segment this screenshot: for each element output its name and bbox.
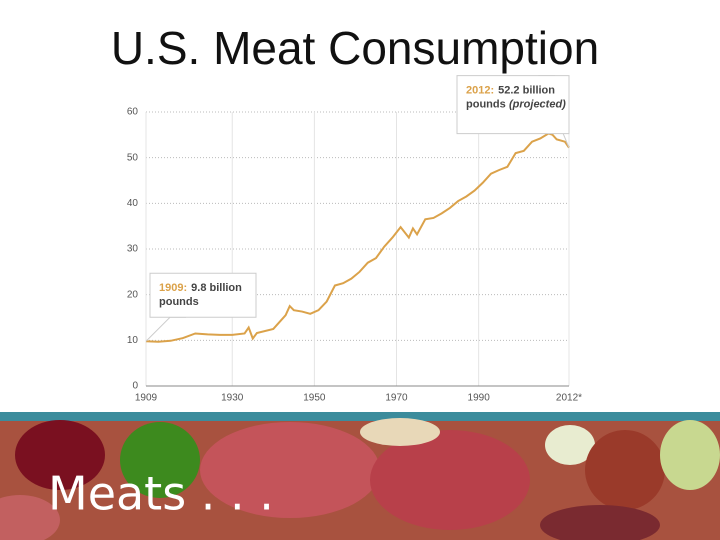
- annotation-line: 52.2 billion: [498, 85, 555, 97]
- y-tick-label: 10: [127, 335, 139, 346]
- annotation: (projected): [509, 99, 566, 111]
- annotation-lead: 1909:: [159, 282, 187, 294]
- annotation: 1909: 9.8 billion: [159, 282, 242, 294]
- callout-box: [149, 272, 257, 318]
- y-tick-label: 30: [127, 244, 139, 255]
- x-tick-label: 1990: [468, 393, 491, 404]
- x-tick-label: 1950: [303, 393, 326, 404]
- plot: 0 10 20 30 40 50 60 1909 1930 1950 1970 1990 2012* 19…: [127, 75, 582, 404]
- x-tick-label: 1970: [385, 393, 408, 404]
- y-tick-label: 60: [127, 107, 139, 118]
- x-tick-label: 1930: [221, 393, 244, 404]
- y-tick-label: 0: [132, 381, 138, 392]
- x-tick-label: 1909: [135, 393, 158, 404]
- y-tick-label: 50: [127, 152, 139, 163]
- x-tick-label: 2012*: [556, 393, 582, 404]
- annotation-lead: 2012:: [466, 85, 494, 97]
- annotation: 2012: 52.2 billion: [466, 85, 555, 97]
- annotation: pounds: [466, 99, 506, 111]
- photo: Meats . . .: [0, 412, 720, 540]
- callout-box: [456, 75, 570, 135]
- line: [145, 132, 570, 343]
- chart-title: U.S. Meat Consumption: [111, 22, 599, 74]
- annotation-line: 9.8 billion: [191, 282, 242, 294]
- y-tick-label: 40: [127, 198, 139, 209]
- annotation: pounds: [159, 296, 199, 308]
- banner-text: Meats . . .: [48, 467, 274, 521]
- y-tick-label: 20: [127, 289, 139, 300]
